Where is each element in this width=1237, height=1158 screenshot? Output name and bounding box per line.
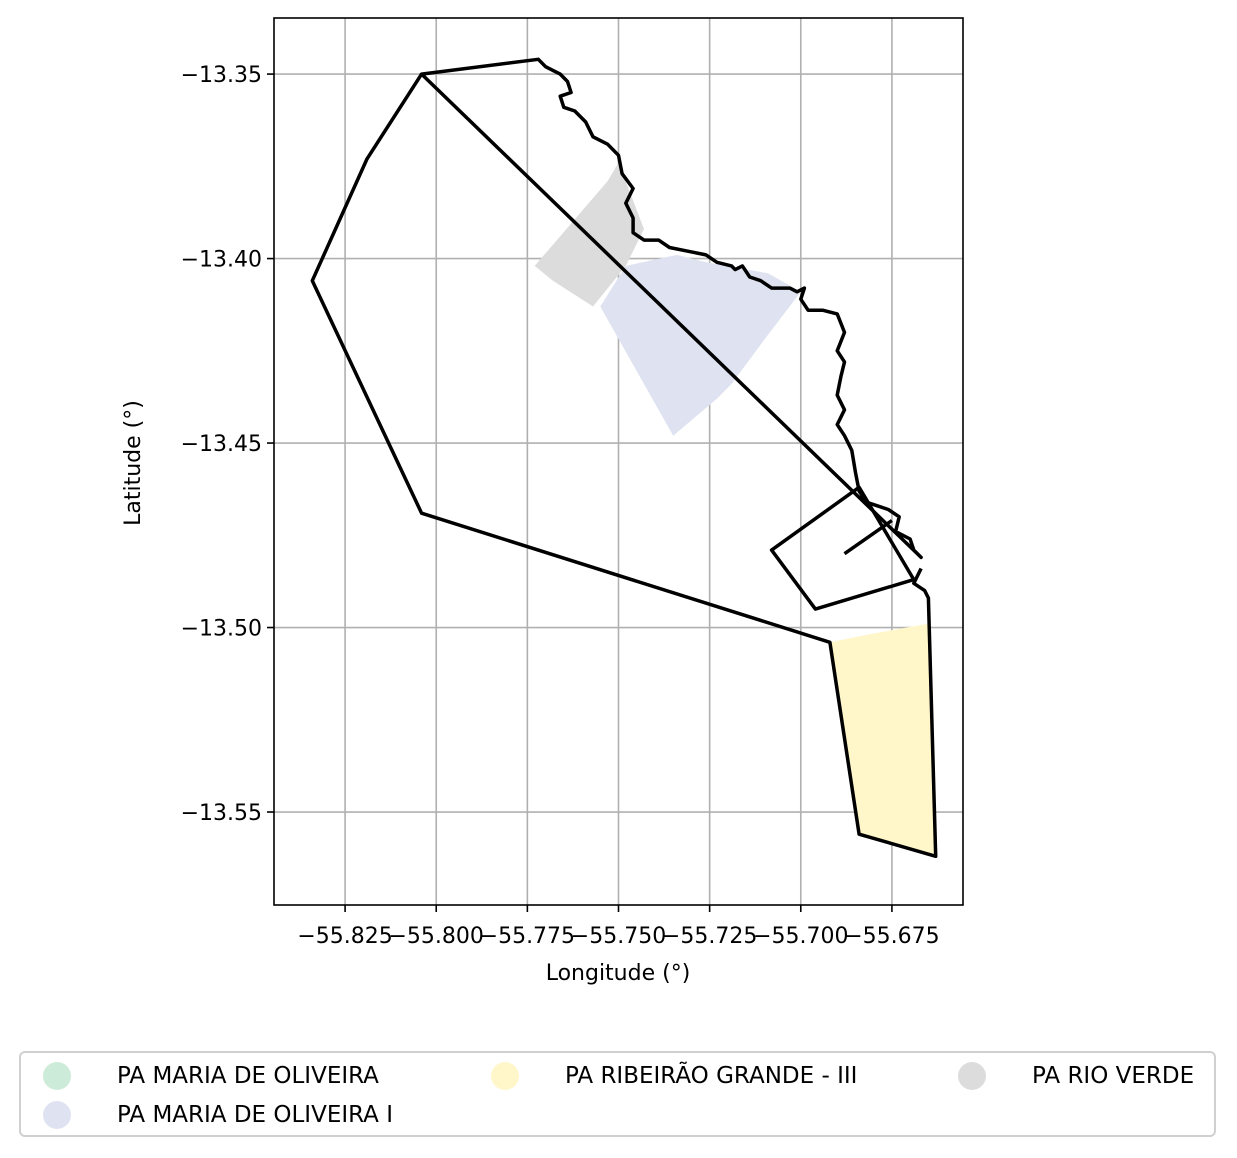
x-tick-label: −55.800 bbox=[389, 924, 484, 949]
x-axis-title: Longitude (°) bbox=[546, 961, 691, 986]
x-tick-label: −55.775 bbox=[480, 924, 575, 949]
x-tick-label: −55.675 bbox=[844, 924, 939, 949]
legend-item-rio-verde: PA RIO VERDE bbox=[958, 1059, 1194, 1093]
boundary-line-1 bbox=[310, 73, 938, 859]
y-tick-label: −13.50 bbox=[181, 617, 262, 642]
boundary-line-2 bbox=[769, 485, 916, 611]
y-axis-ticks: −13.35 −13.40 −13.45 −13.50 −13.55 bbox=[181, 63, 274, 826]
legend-marker bbox=[43, 1062, 71, 1090]
x-tick-label: −55.725 bbox=[662, 924, 757, 949]
boundary-lines bbox=[310, 57, 938, 859]
legend-item-ribeirao-grande-iii: PA RIBEIRÃO GRANDE - III bbox=[491, 1059, 857, 1093]
y-tick-label: −13.35 bbox=[181, 63, 262, 88]
legend-marker bbox=[43, 1101, 71, 1129]
x-tick-label: −55.750 bbox=[571, 924, 666, 949]
legend-label: PA MARIA DE OLIVEIRA I bbox=[117, 1102, 394, 1128]
legend-label: PA RIO VERDE bbox=[1032, 1063, 1195, 1089]
filled-areas bbox=[534, 162, 936, 857]
legend-marker bbox=[491, 1062, 519, 1090]
legend-label: PA RIBEIRÃO GRANDE - III bbox=[565, 1063, 858, 1089]
legend: PA MARIA DE OLIVEIRA PA MARIA DE OLIVEIR… bbox=[19, 1051, 1216, 1137]
map-chart: −55.825−55.800−55.775−55.750−55.725−55.7… bbox=[121, 17, 964, 986]
x-axis-ticks: −55.825−55.800−55.775−55.750−55.725−55.7… bbox=[297, 905, 940, 949]
x-tick-label: −55.700 bbox=[753, 924, 848, 949]
legend-label: PA MARIA DE OLIVEIRA bbox=[117, 1063, 379, 1089]
x-tick-label: −55.825 bbox=[297, 924, 392, 949]
y-axis-title: Latitude (°) bbox=[121, 400, 146, 526]
legend-item-maria-de-oliveira: PA MARIA DE OLIVEIRA bbox=[43, 1059, 379, 1093]
boundary-line-3 bbox=[843, 519, 893, 556]
y-tick-label: −13.40 bbox=[181, 248, 262, 273]
y-tick-label: −13.55 bbox=[181, 801, 262, 826]
legend-item-maria-de-oliveira-i: PA MARIA DE OLIVEIRA I bbox=[43, 1098, 393, 1132]
boundary-line-0 bbox=[419, 57, 923, 560]
y-tick-label: −13.45 bbox=[181, 432, 262, 457]
legend-marker bbox=[958, 1062, 986, 1090]
area-pa-ribeir-o-grande-iii bbox=[829, 623, 936, 857]
